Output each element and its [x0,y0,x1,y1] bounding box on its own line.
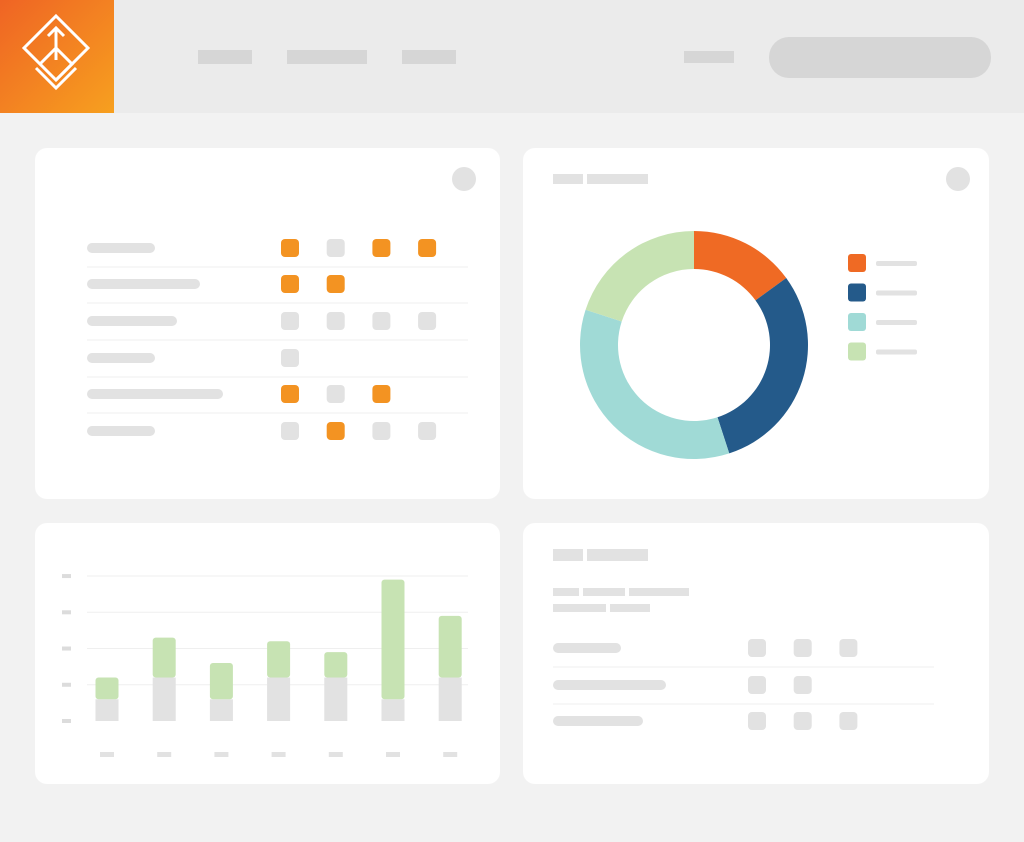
x-label-placeholder [443,752,458,757]
status-cell [326,312,345,330]
x-label-placeholder [386,752,400,757]
bar-segment [152,637,176,678]
placeholders [87,167,970,730]
nav-item[interactable] [287,50,367,64]
text-placeholder [583,588,625,596]
title-placeholder [587,549,648,561]
status-cell [748,712,766,730]
title-placeholder [553,174,583,184]
bar-segment [381,699,405,721]
status-cell [418,312,437,330]
nav [198,37,991,78]
text-placeholder [610,604,650,612]
text-placeholder [87,426,155,436]
search-box[interactable] [769,37,991,78]
bar-segment [209,663,233,700]
status-cell [418,422,437,440]
text-placeholder [87,243,155,253]
status-cell [793,639,812,657]
status-cell [281,422,299,440]
text-placeholder [87,316,177,326]
bar-segment [95,677,119,700]
menu-button[interactable] [452,167,476,191]
title-placeholder [587,174,648,184]
bar-segment [209,699,233,721]
donut-segment [580,309,730,460]
text-placeholder [553,643,621,653]
text-placeholder [87,279,200,289]
legend-swatch [848,283,866,302]
status-cell [281,349,299,367]
legend-placeholder [876,349,917,355]
x-label-placeholder [271,752,286,757]
x-label-placeholder [214,752,229,757]
status-cell [793,712,812,730]
text-placeholder [87,389,223,399]
bar-segment [95,699,119,721]
donut-chart [580,231,917,460]
nav-item[interactable] [684,51,734,63]
x-label-placeholder [100,752,114,757]
bar-chart [62,574,468,757]
nav-item[interactable] [402,50,456,64]
donut-segment [694,231,787,301]
status-cell [281,239,299,257]
bar-segment [381,579,405,700]
status-cell [748,676,766,694]
status-cell [372,239,391,257]
status-cell [281,312,299,330]
card [35,148,500,499]
status-cell [839,639,858,657]
bar-segment [152,677,176,721]
text-placeholder [87,353,155,363]
text-placeholder [553,680,666,690]
status-cell [326,385,345,403]
logo-icon [21,13,91,91]
x-label-placeholder [328,752,343,757]
bar-segment [267,677,291,721]
status-cell [372,312,391,330]
bar-segment [324,652,348,678]
title-placeholder [553,549,583,561]
status-cell [281,385,299,403]
text-placeholder [553,588,579,596]
legend-swatch [848,342,866,361]
status-cell [326,239,345,257]
bar-segment [267,641,291,678]
legend-swatch [848,254,866,272]
text-placeholder [629,588,689,596]
bar-segment [438,677,462,721]
bar-segment [438,615,462,678]
text-placeholder [553,716,643,726]
status-cell [281,275,299,293]
menu-button[interactable] [946,167,970,191]
legend-placeholder [876,261,917,266]
status-cell [793,676,812,694]
status-cell [326,275,345,293]
status-cell [839,712,858,730]
nav-item[interactable] [198,50,252,64]
donut-segment [717,277,809,454]
status-cell [418,239,437,257]
bar-segment [324,677,348,721]
status-cell [326,422,345,440]
text-placeholder [553,604,606,612]
status-cell [372,385,391,403]
status-cell [372,422,391,440]
donut-segment [585,231,694,322]
status-cell [748,639,766,657]
legend-placeholder [876,320,917,325]
legend-swatch [848,313,866,331]
x-label-placeholder [157,752,172,757]
legend-placeholder [876,290,917,296]
